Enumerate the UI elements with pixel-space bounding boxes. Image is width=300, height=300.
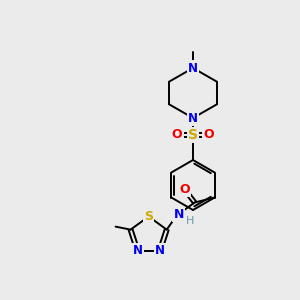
Text: H: H — [185, 215, 194, 226]
Text: S: S — [144, 210, 153, 223]
Text: O: O — [204, 128, 214, 142]
Text: N: N — [188, 61, 198, 74]
Text: N: N — [173, 208, 184, 221]
Text: N: N — [155, 244, 165, 257]
Text: S: S — [188, 128, 198, 142]
Text: N: N — [188, 112, 198, 124]
Text: N: N — [133, 244, 142, 257]
Text: O: O — [172, 128, 182, 142]
Text: O: O — [179, 183, 190, 196]
